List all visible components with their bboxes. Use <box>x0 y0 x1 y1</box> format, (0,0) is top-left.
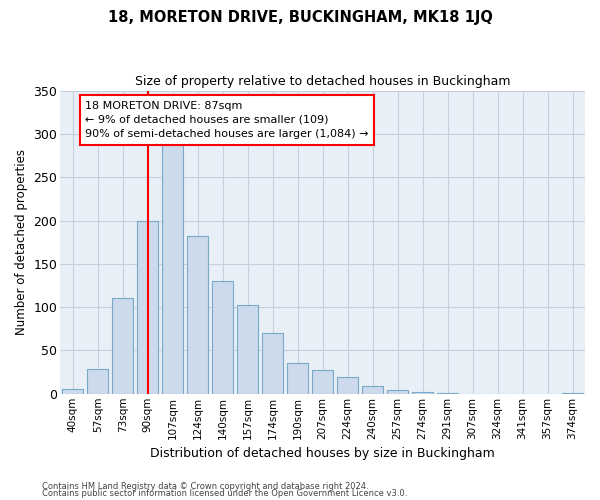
Bar <box>212 281 233 394</box>
Text: Contains HM Land Registry data © Crown copyright and database right 2024.: Contains HM Land Registry data © Crown c… <box>42 482 368 491</box>
Bar <box>387 390 408 394</box>
Bar <box>62 388 83 394</box>
Bar <box>337 378 358 394</box>
Bar <box>87 368 109 394</box>
Bar <box>562 393 583 394</box>
Bar <box>362 386 383 394</box>
Title: Size of property relative to detached houses in Buckingham: Size of property relative to detached ho… <box>135 75 511 88</box>
Bar <box>162 140 183 394</box>
Text: 18 MORETON DRIVE: 87sqm
← 9% of detached houses are smaller (109)
90% of semi-de: 18 MORETON DRIVE: 87sqm ← 9% of detached… <box>85 101 368 139</box>
Text: 18, MORETON DRIVE, BUCKINGHAM, MK18 1JQ: 18, MORETON DRIVE, BUCKINGHAM, MK18 1JQ <box>107 10 493 25</box>
Bar <box>262 333 283 394</box>
X-axis label: Distribution of detached houses by size in Buckingham: Distribution of detached houses by size … <box>150 447 495 460</box>
Bar <box>237 306 258 394</box>
Bar <box>137 220 158 394</box>
Text: Contains public sector information licensed under the Open Government Licence v3: Contains public sector information licen… <box>42 489 407 498</box>
Y-axis label: Number of detached properties: Number of detached properties <box>15 149 28 335</box>
Bar <box>187 236 208 394</box>
Bar <box>437 393 458 394</box>
Bar <box>312 370 333 394</box>
Bar <box>112 298 133 394</box>
Bar <box>287 364 308 394</box>
Bar <box>412 392 433 394</box>
